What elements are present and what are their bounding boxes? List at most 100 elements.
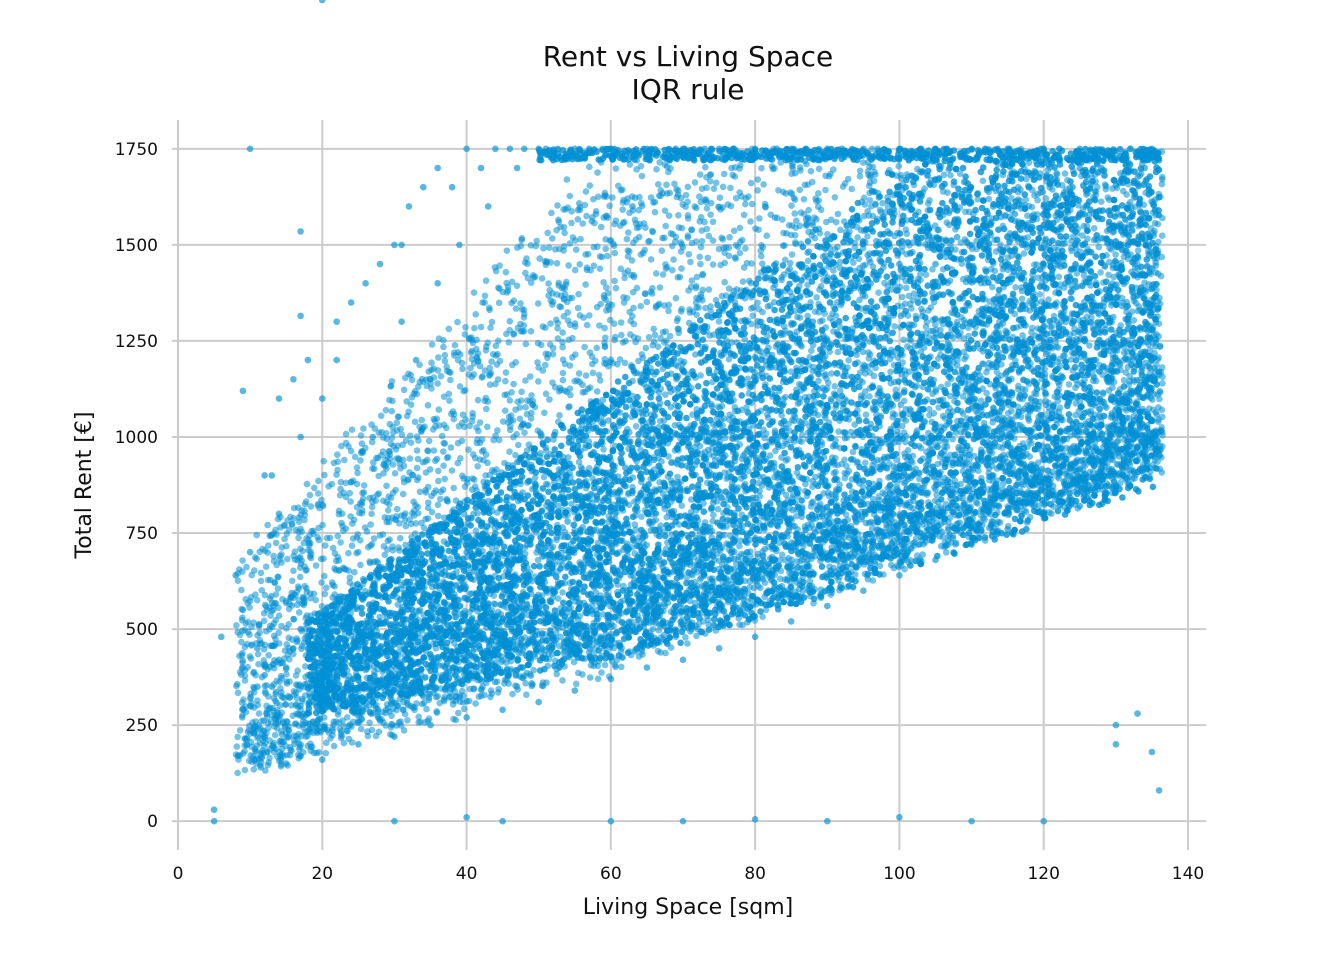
data-point: [435, 354, 442, 361]
data-point: [474, 396, 482, 404]
data-point: [764, 303, 771, 310]
data-point: [522, 340, 530, 348]
data-point: [731, 254, 739, 261]
data-point: [323, 584, 330, 591]
data-point: [413, 464, 421, 472]
data-point: [368, 510, 375, 518]
data-point: [560, 313, 568, 320]
data-point: [636, 233, 643, 241]
data-point: [278, 622, 285, 630]
data-point: [561, 229, 568, 237]
data-point: [437, 495, 444, 503]
data-point: [510, 380, 517, 388]
data-point: [647, 194, 655, 201]
data-point: [240, 696, 247, 703]
data-point: [685, 251, 693, 258]
data-point: [565, 404, 572, 411]
data-point: [554, 202, 561, 209]
data-point: [321, 572, 328, 580]
data-point: [447, 376, 454, 384]
data-point: [736, 542, 743, 550]
data-point: [705, 621, 712, 629]
data-point: [977, 397, 985, 405]
data-point: [366, 719, 373, 727]
data-point: [274, 585, 282, 592]
data-point: [595, 371, 603, 379]
data-point: [781, 256, 789, 264]
data-point: [748, 260, 755, 267]
data-point: [424, 447, 431, 455]
data-point: [559, 589, 566, 596]
data-point: [238, 652, 246, 659]
data-point: [602, 245, 609, 253]
data-point: [408, 376, 416, 384]
data-point: [1158, 232, 1166, 239]
data-point: [1120, 376, 1128, 384]
data-point: [925, 405, 933, 413]
data-point: [617, 319, 625, 326]
data-point: [521, 429, 528, 437]
data-point: [1123, 191, 1130, 198]
data-point: [320, 555, 327, 562]
data-point: [465, 697, 473, 705]
data-point: [1065, 381, 1073, 388]
data-point: [1097, 269, 1104, 276]
data-point: [559, 369, 567, 377]
data-point: [353, 464, 361, 471]
data-point: [697, 372, 704, 379]
data-point: [523, 691, 530, 698]
data-point: [506, 448, 513, 456]
data-point: [1130, 412, 1138, 420]
data-point: [697, 260, 704, 268]
data-point: [303, 480, 311, 488]
data-point: [757, 584, 764, 592]
data-point: [512, 305, 520, 312]
data-point: [411, 418, 419, 426]
data-point: [310, 749, 318, 757]
data-point: [949, 435, 956, 443]
data-point: [879, 199, 886, 207]
data-point: [574, 216, 582, 223]
data-point: [321, 542, 329, 549]
data-point: [589, 369, 597, 377]
data-point: [1159, 173, 1166, 181]
data-point: [1055, 273, 1063, 281]
data-point: [1109, 384, 1116, 392]
data-point: [843, 462, 850, 470]
data-point: [568, 219, 575, 227]
data-point: [900, 397, 908, 405]
data-point: [434, 380, 441, 387]
data-point: [716, 194, 724, 201]
data-point: [488, 358, 495, 365]
data-point: [870, 372, 878, 380]
data-point: [559, 376, 567, 384]
data-point: [536, 255, 543, 262]
data-point: [575, 370, 583, 377]
data-point: [926, 197, 933, 204]
data-point: [684, 183, 692, 191]
data-point: [812, 473, 819, 481]
data-point: [347, 513, 355, 520]
data-point: [682, 634, 689, 641]
data-point: [261, 682, 269, 690]
data-point: [447, 444, 455, 451]
data-point: [670, 479, 677, 487]
data-point: [656, 284, 664, 291]
data-point: [666, 189, 674, 197]
data-point: [815, 165, 823, 173]
data-point: [619, 206, 626, 213]
data-point: [372, 732, 380, 740]
data-point: [643, 298, 651, 306]
data-point: [705, 232, 713, 240]
data-point: [579, 671, 586, 678]
data-point: [657, 187, 664, 194]
data-point: [710, 185, 718, 192]
data-point: [781, 242, 788, 249]
data-point: [239, 557, 246, 564]
data-point: [894, 354, 902, 362]
data-point: [377, 412, 385, 420]
data-point: [696, 171, 704, 178]
data-point: [932, 321, 939, 329]
data-point: [813, 294, 820, 301]
